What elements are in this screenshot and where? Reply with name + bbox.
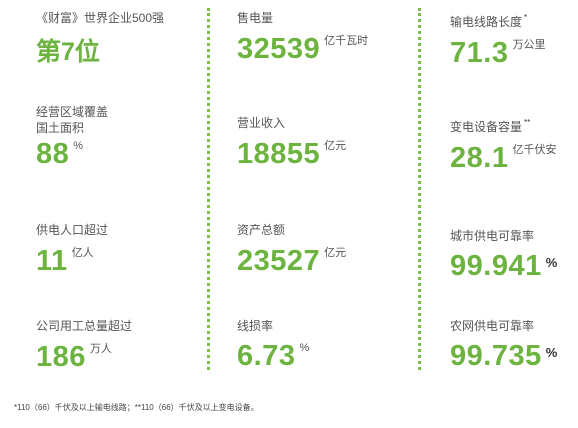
stat-value: 32539 [237,33,321,65]
stat-label: 公司用工总量超过 [36,319,133,333]
footnote-mark: ** [524,118,531,127]
stat-unit: 亿元 [324,247,347,259]
stat-unit: 亿元 [324,140,347,152]
stat-value-row: 28.1 亿千伏安 [450,141,575,175]
stat-value-row: 23527 亿元 [237,244,407,278]
stat-total-assets: 资产总额 23527 亿元 [237,222,407,278]
stat-value: 99.941 [450,250,542,282]
stat-value-row: 11 亿人 [36,244,201,278]
stat-value-row: 99.735% [450,340,575,373]
stat-unit: 亿人 [71,247,94,259]
stat-substation-capacity: 变电设备容量 ** 28.1 亿千伏安 [450,115,575,175]
stat-unit: 万公里 [512,39,546,51]
stat-electricity-sales: 售电量 32539 亿千瓦时 [237,10,407,66]
stat-value-row: 99.941% [450,250,575,283]
stat-value: 71.3 [450,37,509,69]
stat-label: 城市供电可靠率 [450,229,535,243]
stat-value: 99.735 [450,340,542,372]
stat-label: 输电线路长度 [450,15,523,29]
stat-fortune-rank: 《财富》世界企业500强 第7位 [36,10,201,68]
stat-value: 23527 [237,245,321,277]
stat-value-row: 18855 亿元 [237,137,407,171]
stat-line-loss: 线损率 6.73% [237,318,407,373]
stat-value: 28.1 [450,142,509,174]
stat-unit: 亿千伏安 [512,144,557,156]
stat-label-2: 国土面积 [36,121,85,135]
stat-value-row: 88% [36,138,201,171]
stat-value-row: 186 万人 [36,340,201,374]
stat-label: 售电量 [237,11,274,25]
stat-label: 资产总额 [237,223,286,237]
stat-urban-reliability: 城市供电可靠率 99.941% [450,228,575,283]
stat-unit: 亿千瓦时 [324,35,369,47]
stat-label-row: 变电设备容量 ** [450,115,575,135]
stat-value: 186 [36,341,86,373]
footnote-mark: * [524,13,528,22]
stat-value-row: 6.73% [237,340,407,373]
stat-rural-reliability: 农网供电可靠率 99.735% [450,318,575,373]
stat-unit: 万人 [89,343,112,355]
stat-unit: % [545,345,558,360]
stat-label: 营业收入 [237,116,286,130]
stat-line-length: 输电线路长度 * 71.3 万公里 [450,10,575,70]
stat-value: 18855 [237,138,321,170]
stat-population: 供电人口超过 11 亿人 [36,222,201,278]
stat-value-row: 71.3 万公里 [450,36,575,70]
footnote: *110（66）千伏及以上输电线路；**110（66）千伏及以上变电设备。 [14,403,259,412]
stat-label: 供电人口超过 [36,223,109,237]
stat-value: 88 [36,138,70,170]
stat-label-row: 输电线路长度 * [450,10,575,30]
stat-label: 《财富》世界企业500强 [36,11,165,25]
stat-value-row: 32539 亿千瓦时 [237,32,407,66]
stat-value: 11 [36,245,68,277]
stat-revenue: 营业收入 18855 亿元 [237,115,407,171]
dotted-divider-1 [207,8,210,370]
stat-label: 经营区域覆盖 [36,105,109,119]
stat-value: 6.73 [237,340,296,372]
dotted-divider-2 [418,8,421,370]
stat-coverage: 经营区域覆盖 国土面积 88% [36,104,201,171]
stat-unit: % [299,342,310,354]
stat-label: 变电设备容量 [450,120,523,134]
stat-value: 第7位 [36,38,100,66]
stat-employees: 公司用工总量超过 186 万人 [36,318,201,374]
stat-label: 农网供电可靠率 [450,319,535,333]
stat-label: 线损率 [237,319,274,333]
stat-unit: % [545,255,558,270]
stat-unit: % [73,140,84,152]
